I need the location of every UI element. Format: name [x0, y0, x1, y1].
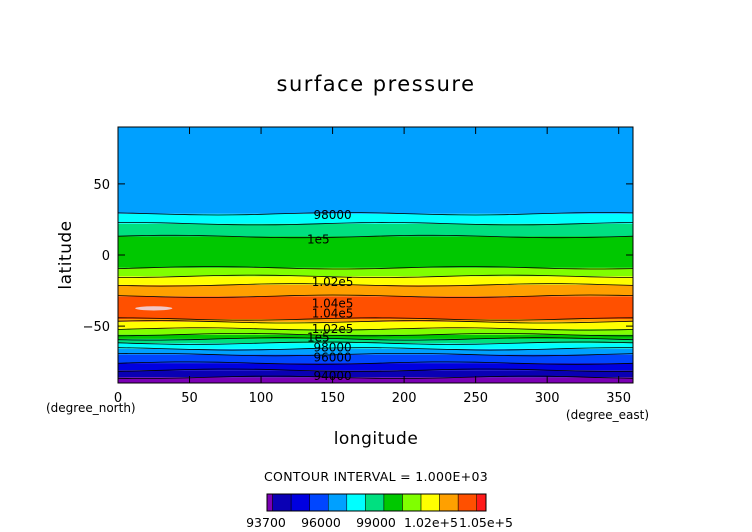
contour-line: [118, 337, 633, 341]
y-axis-label: latitude: [56, 220, 76, 289]
colorbar-swatch: [476, 493, 487, 512]
x-tick-label: 200: [392, 391, 417, 406]
contour-label: 1e5: [307, 232, 330, 246]
chart-title: surface pressure: [277, 72, 476, 96]
contour-lines: [118, 212, 633, 379]
y-tick-label: 50: [93, 178, 110, 193]
contour-line: [118, 274, 633, 278]
contour-band: [118, 354, 633, 364]
y-axis-unit: (degree_north): [46, 401, 136, 415]
colorbar-label: 93700: [246, 515, 286, 530]
contour-label: 1.02e5: [312, 322, 354, 336]
x-tick-label: 50: [181, 391, 198, 406]
x-tick-label: 350: [606, 391, 631, 406]
contour-line: [118, 320, 633, 324]
contour-labels: 980001e51.02e51.04e51.04e51.02e51e598000…: [307, 208, 354, 383]
colorbar-swatch: [290, 493, 310, 512]
colorbar-label: 1.02e+5: [404, 515, 458, 530]
contour-line: [118, 333, 633, 337]
colorbar-swatch: [383, 493, 403, 512]
colorbar-label: 96000: [301, 515, 341, 530]
contour-band: [118, 328, 633, 335]
contour-label: 98000: [313, 340, 351, 354]
contour-band: [118, 284, 633, 297]
y-axis-ticks: 50 0 −50: [83, 178, 633, 335]
contour-band: [118, 370, 633, 378]
contour-line: [118, 222, 633, 226]
max-pressure-region: [135, 306, 173, 311]
colorbar: [266, 493, 487, 512]
colorbar-label: 99000: [356, 515, 396, 530]
contour-line: [118, 234, 633, 239]
colorbar-swatch: [309, 493, 329, 512]
contour-line: [118, 283, 633, 287]
colorbar-swatch: [420, 493, 440, 512]
colorbar-swatch: [365, 493, 385, 512]
contour-band: [118, 319, 633, 322]
x-axis-ticks: 0 50 100 150 200 250 300 350: [114, 127, 631, 406]
contour-band: [118, 236, 633, 268]
contour-band: [118, 363, 633, 371]
contour-line: [118, 347, 633, 351]
contour-band: [118, 276, 633, 285]
contour-line: [118, 368, 633, 372]
colorbar-swatch: [266, 493, 273, 512]
contour-band: [118, 321, 633, 329]
x-tick-label: 100: [249, 391, 274, 406]
contour-line: [118, 317, 633, 321]
contour-band: [118, 296, 633, 319]
contour-line: [118, 212, 633, 216]
x-tick-label: 0: [114, 391, 122, 406]
colorbar-swatch: [439, 493, 459, 512]
contour-line: [118, 327, 633, 331]
contour-line: [118, 266, 633, 270]
colorbar-labels: 93700 96000 99000 1.02e+5 1.05e+5: [246, 515, 513, 530]
colorbar-swatch: [457, 493, 477, 512]
contour-line: [118, 294, 633, 298]
x-tick-label: 150: [320, 391, 345, 406]
contour-label: 1e5: [307, 330, 330, 344]
contour-band: [118, 343, 633, 349]
contour-band: [118, 348, 633, 355]
x-axis-label: longitude: [334, 429, 419, 449]
colorbar-frame: [266, 493, 487, 512]
contour-line: [118, 341, 633, 345]
contour-band: [118, 127, 633, 214]
y-tick-label: −50: [83, 320, 110, 335]
colorbar-swatch: [327, 493, 348, 512]
contour-label: 1.02e5: [312, 275, 354, 289]
contour-band: [118, 334, 633, 339]
contour-band: [118, 223, 633, 237]
filled-contour-bands: [118, 127, 633, 383]
y-tick-label: 0: [102, 249, 110, 264]
x-axis-unit: (degree_east): [566, 408, 649, 422]
contour-band: [118, 267, 633, 277]
contour-label: 94000: [313, 369, 351, 383]
x-tick-label: 300: [535, 391, 560, 406]
colorbar-swatch: [402, 493, 422, 512]
contour-band: [118, 338, 633, 344]
colorbar-swatch: [272, 493, 292, 512]
contour-label: 1.04e5: [312, 306, 354, 320]
contour-band: [118, 377, 633, 383]
contour-label: 98000: [313, 208, 351, 222]
contour-label: 1.04e5: [312, 296, 354, 310]
contour-interval-text: CONTOUR INTERVAL = 1.000E+03: [264, 469, 488, 484]
contour-line: [118, 361, 633, 365]
contour-label: 96000: [313, 350, 351, 364]
x-tick-label: 250: [463, 391, 488, 406]
contour-line: [118, 353, 633, 357]
colorbar-swatch: [346, 493, 366, 512]
colorbar-label: 1.05e+5: [459, 515, 513, 530]
contour-band: [118, 213, 633, 224]
